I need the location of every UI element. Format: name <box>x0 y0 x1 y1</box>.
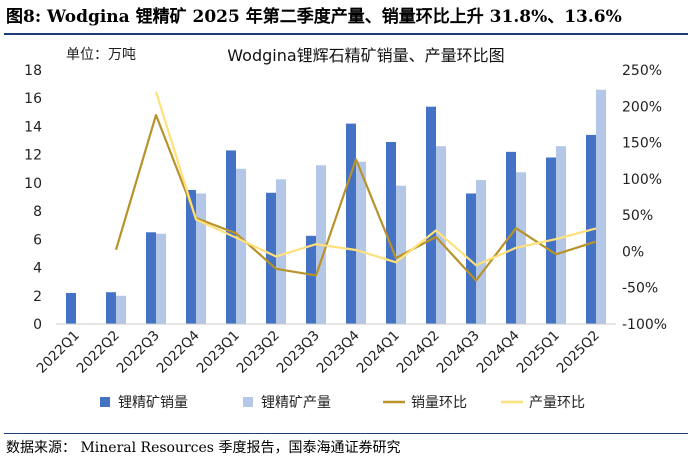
right-tick-label: 0% <box>622 244 644 260</box>
left-tick-label: 2 <box>33 289 42 305</box>
category-label: 2023Q1 <box>194 328 243 377</box>
chart-title: Wodgina锂辉石精矿销量、产量环比图 <box>227 46 504 65</box>
source-note: 数据来源： Mineral Resources 季度报告，国泰海通证券研究 <box>6 440 401 456</box>
category-label: 2022Q2 <box>74 328 123 377</box>
production-bar <box>156 233 166 324</box>
left-tick-label: 10 <box>24 176 42 192</box>
sales-bar <box>146 232 156 324</box>
left-tick-label: 4 <box>33 261 42 277</box>
production-bar <box>516 172 526 324</box>
production-bar <box>356 161 366 324</box>
category-label: 2024Q4 <box>474 328 523 377</box>
footer-rule <box>4 433 688 434</box>
production-qoq-line <box>154 91 597 267</box>
category-label: 2023Q4 <box>314 328 363 377</box>
production-bar <box>116 295 126 324</box>
right-tick-label: 50% <box>622 208 653 224</box>
production-bar <box>276 179 286 324</box>
category-label: 2022Q4 <box>154 328 203 377</box>
right-tick-label: 150% <box>622 136 662 152</box>
sales-bar <box>226 150 236 324</box>
sales-bar <box>426 106 436 324</box>
sales-bar <box>386 141 396 324</box>
left-tick-label: 16 <box>24 91 42 107</box>
sales-bar <box>106 292 116 324</box>
sales-bar <box>506 151 516 324</box>
left-tick-label: 6 <box>33 232 42 248</box>
sales-bar <box>306 235 316 324</box>
production-bar <box>236 168 246 324</box>
legend-label: 销量环比 <box>411 395 467 411</box>
title-rule <box>4 33 688 35</box>
unit-label: 单位：万吨 <box>66 47 136 63</box>
sales-bar <box>186 189 196 324</box>
sales-bar <box>66 292 76 324</box>
production-bar <box>596 89 606 324</box>
right-tick-label: 200% <box>622 99 662 115</box>
category-label: 2024Q1 <box>354 328 403 377</box>
category-label: 2022Q3 <box>114 328 163 377</box>
sales-bar <box>466 193 476 324</box>
category-label: 2025Q2 <box>554 328 603 377</box>
category-label: 2022Q1 <box>34 328 83 377</box>
category-label: 2024Q2 <box>394 328 443 377</box>
category-label: 2024Q3 <box>434 328 483 377</box>
right-tick-label: -100% <box>622 317 667 333</box>
category-label: 2025Q1 <box>514 328 563 377</box>
legend-swatch <box>243 397 253 407</box>
left-tick-label: 0 <box>33 317 42 333</box>
right-tick-label: 250% <box>622 63 662 79</box>
production-bar <box>196 193 206 324</box>
sales-bar <box>346 123 356 324</box>
production-bar <box>476 180 486 324</box>
legend-swatch <box>100 397 110 407</box>
production-bar <box>556 146 566 324</box>
category-label: 2023Q3 <box>274 328 323 377</box>
legend-label: 锂精矿产量 <box>261 395 331 411</box>
right-tick-label: -50% <box>622 281 658 297</box>
left-tick-label: 14 <box>24 119 42 135</box>
legend-label: 产量环比 <box>529 395 585 411</box>
right-tick-label: 100% <box>622 172 662 188</box>
sales-bar <box>266 192 276 324</box>
category-label: 2023Q2 <box>234 328 283 377</box>
left-tick-label: 12 <box>24 148 42 164</box>
legend-label: 锂精矿销量 <box>118 395 188 411</box>
left-tick-label: 8 <box>33 204 42 220</box>
left-tick-label: 18 <box>24 63 42 79</box>
figure-title: 图8: Wodgina 锂精矿 2025 年第二季度产量、销量环比上升 31.8… <box>6 7 622 27</box>
